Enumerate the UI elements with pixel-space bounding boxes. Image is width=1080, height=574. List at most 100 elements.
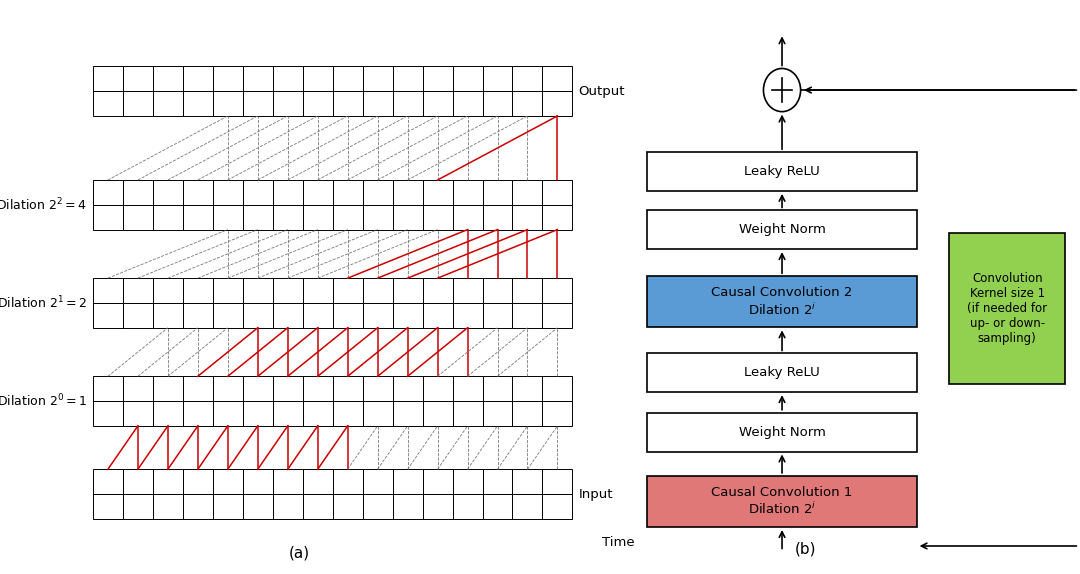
Text: (b): (b) bbox=[795, 542, 816, 557]
Bar bbox=[483, 377, 513, 401]
Bar bbox=[513, 91, 542, 116]
Bar bbox=[213, 377, 243, 401]
Bar bbox=[302, 470, 333, 494]
Bar bbox=[302, 377, 333, 401]
Bar bbox=[243, 67, 273, 91]
FancyBboxPatch shape bbox=[647, 276, 917, 327]
Bar bbox=[422, 303, 453, 328]
Bar bbox=[302, 494, 333, 519]
Bar bbox=[333, 67, 363, 91]
Bar bbox=[542, 278, 572, 303]
Bar bbox=[243, 278, 273, 303]
Bar bbox=[273, 494, 302, 519]
Bar bbox=[213, 91, 243, 116]
Bar bbox=[513, 377, 542, 401]
Bar bbox=[93, 180, 123, 205]
Bar bbox=[302, 401, 333, 426]
Bar bbox=[153, 303, 183, 328]
Bar bbox=[422, 278, 453, 303]
Bar bbox=[123, 401, 153, 426]
Text: Leaky ReLU: Leaky ReLU bbox=[744, 165, 820, 178]
Bar bbox=[243, 377, 273, 401]
Bar bbox=[483, 401, 513, 426]
Bar bbox=[483, 180, 513, 205]
Bar bbox=[93, 205, 123, 230]
Bar bbox=[273, 278, 302, 303]
Bar bbox=[422, 494, 453, 519]
Bar bbox=[243, 303, 273, 328]
Text: Dilation $2^2=4$: Dilation $2^2=4$ bbox=[0, 196, 86, 213]
Bar bbox=[302, 278, 333, 303]
Bar bbox=[333, 91, 363, 116]
Bar bbox=[513, 180, 542, 205]
Bar bbox=[513, 67, 542, 91]
Bar bbox=[93, 67, 123, 91]
Bar bbox=[393, 303, 422, 328]
Bar bbox=[542, 205, 572, 230]
Bar bbox=[422, 180, 453, 205]
Bar bbox=[153, 205, 183, 230]
Bar bbox=[542, 91, 572, 116]
Bar bbox=[243, 494, 273, 519]
Bar bbox=[273, 470, 302, 494]
Bar bbox=[273, 401, 302, 426]
Bar bbox=[183, 401, 213, 426]
Bar bbox=[333, 278, 363, 303]
Bar bbox=[422, 91, 453, 116]
Bar bbox=[153, 278, 183, 303]
Bar bbox=[153, 401, 183, 426]
Bar bbox=[363, 67, 393, 91]
Bar bbox=[243, 401, 273, 426]
Bar bbox=[213, 494, 243, 519]
Bar bbox=[123, 303, 153, 328]
Bar bbox=[273, 180, 302, 205]
Bar bbox=[363, 91, 393, 116]
Bar bbox=[422, 205, 453, 230]
Bar bbox=[453, 401, 483, 426]
Bar bbox=[363, 303, 393, 328]
Bar bbox=[542, 494, 572, 519]
Bar bbox=[453, 494, 483, 519]
Bar bbox=[422, 470, 453, 494]
Bar bbox=[213, 401, 243, 426]
Bar bbox=[363, 180, 393, 205]
Bar bbox=[123, 91, 153, 116]
FancyBboxPatch shape bbox=[949, 233, 1065, 384]
Bar bbox=[393, 91, 422, 116]
Text: Dilation $2^0=1$: Dilation $2^0=1$ bbox=[0, 393, 86, 409]
Bar bbox=[153, 91, 183, 116]
Bar bbox=[153, 67, 183, 91]
Bar bbox=[393, 278, 422, 303]
Bar bbox=[93, 377, 123, 401]
Bar bbox=[183, 278, 213, 303]
Bar bbox=[333, 494, 363, 519]
Bar bbox=[302, 67, 333, 91]
Bar bbox=[243, 470, 273, 494]
Bar bbox=[453, 67, 483, 91]
Bar bbox=[213, 303, 243, 328]
Bar bbox=[302, 180, 333, 205]
Bar bbox=[422, 377, 453, 401]
Bar bbox=[123, 278, 153, 303]
Bar bbox=[453, 278, 483, 303]
Bar bbox=[393, 205, 422, 230]
Bar bbox=[213, 278, 243, 303]
Bar bbox=[393, 470, 422, 494]
FancyBboxPatch shape bbox=[647, 476, 917, 527]
FancyBboxPatch shape bbox=[647, 413, 917, 452]
Bar bbox=[453, 91, 483, 116]
Bar bbox=[123, 494, 153, 519]
Text: Causal Convolution 1
Dilation $2^i$: Causal Convolution 1 Dilation $2^i$ bbox=[712, 486, 853, 517]
Text: Leaky ReLU: Leaky ReLU bbox=[744, 366, 820, 379]
FancyBboxPatch shape bbox=[647, 354, 917, 392]
Bar bbox=[213, 205, 243, 230]
Bar bbox=[273, 303, 302, 328]
Text: Dilation $2^1=2$: Dilation $2^1=2$ bbox=[0, 294, 86, 311]
Bar bbox=[542, 470, 572, 494]
Bar bbox=[453, 303, 483, 328]
Bar bbox=[183, 494, 213, 519]
Bar bbox=[393, 180, 422, 205]
Bar bbox=[363, 401, 393, 426]
Bar bbox=[153, 470, 183, 494]
Bar bbox=[93, 494, 123, 519]
